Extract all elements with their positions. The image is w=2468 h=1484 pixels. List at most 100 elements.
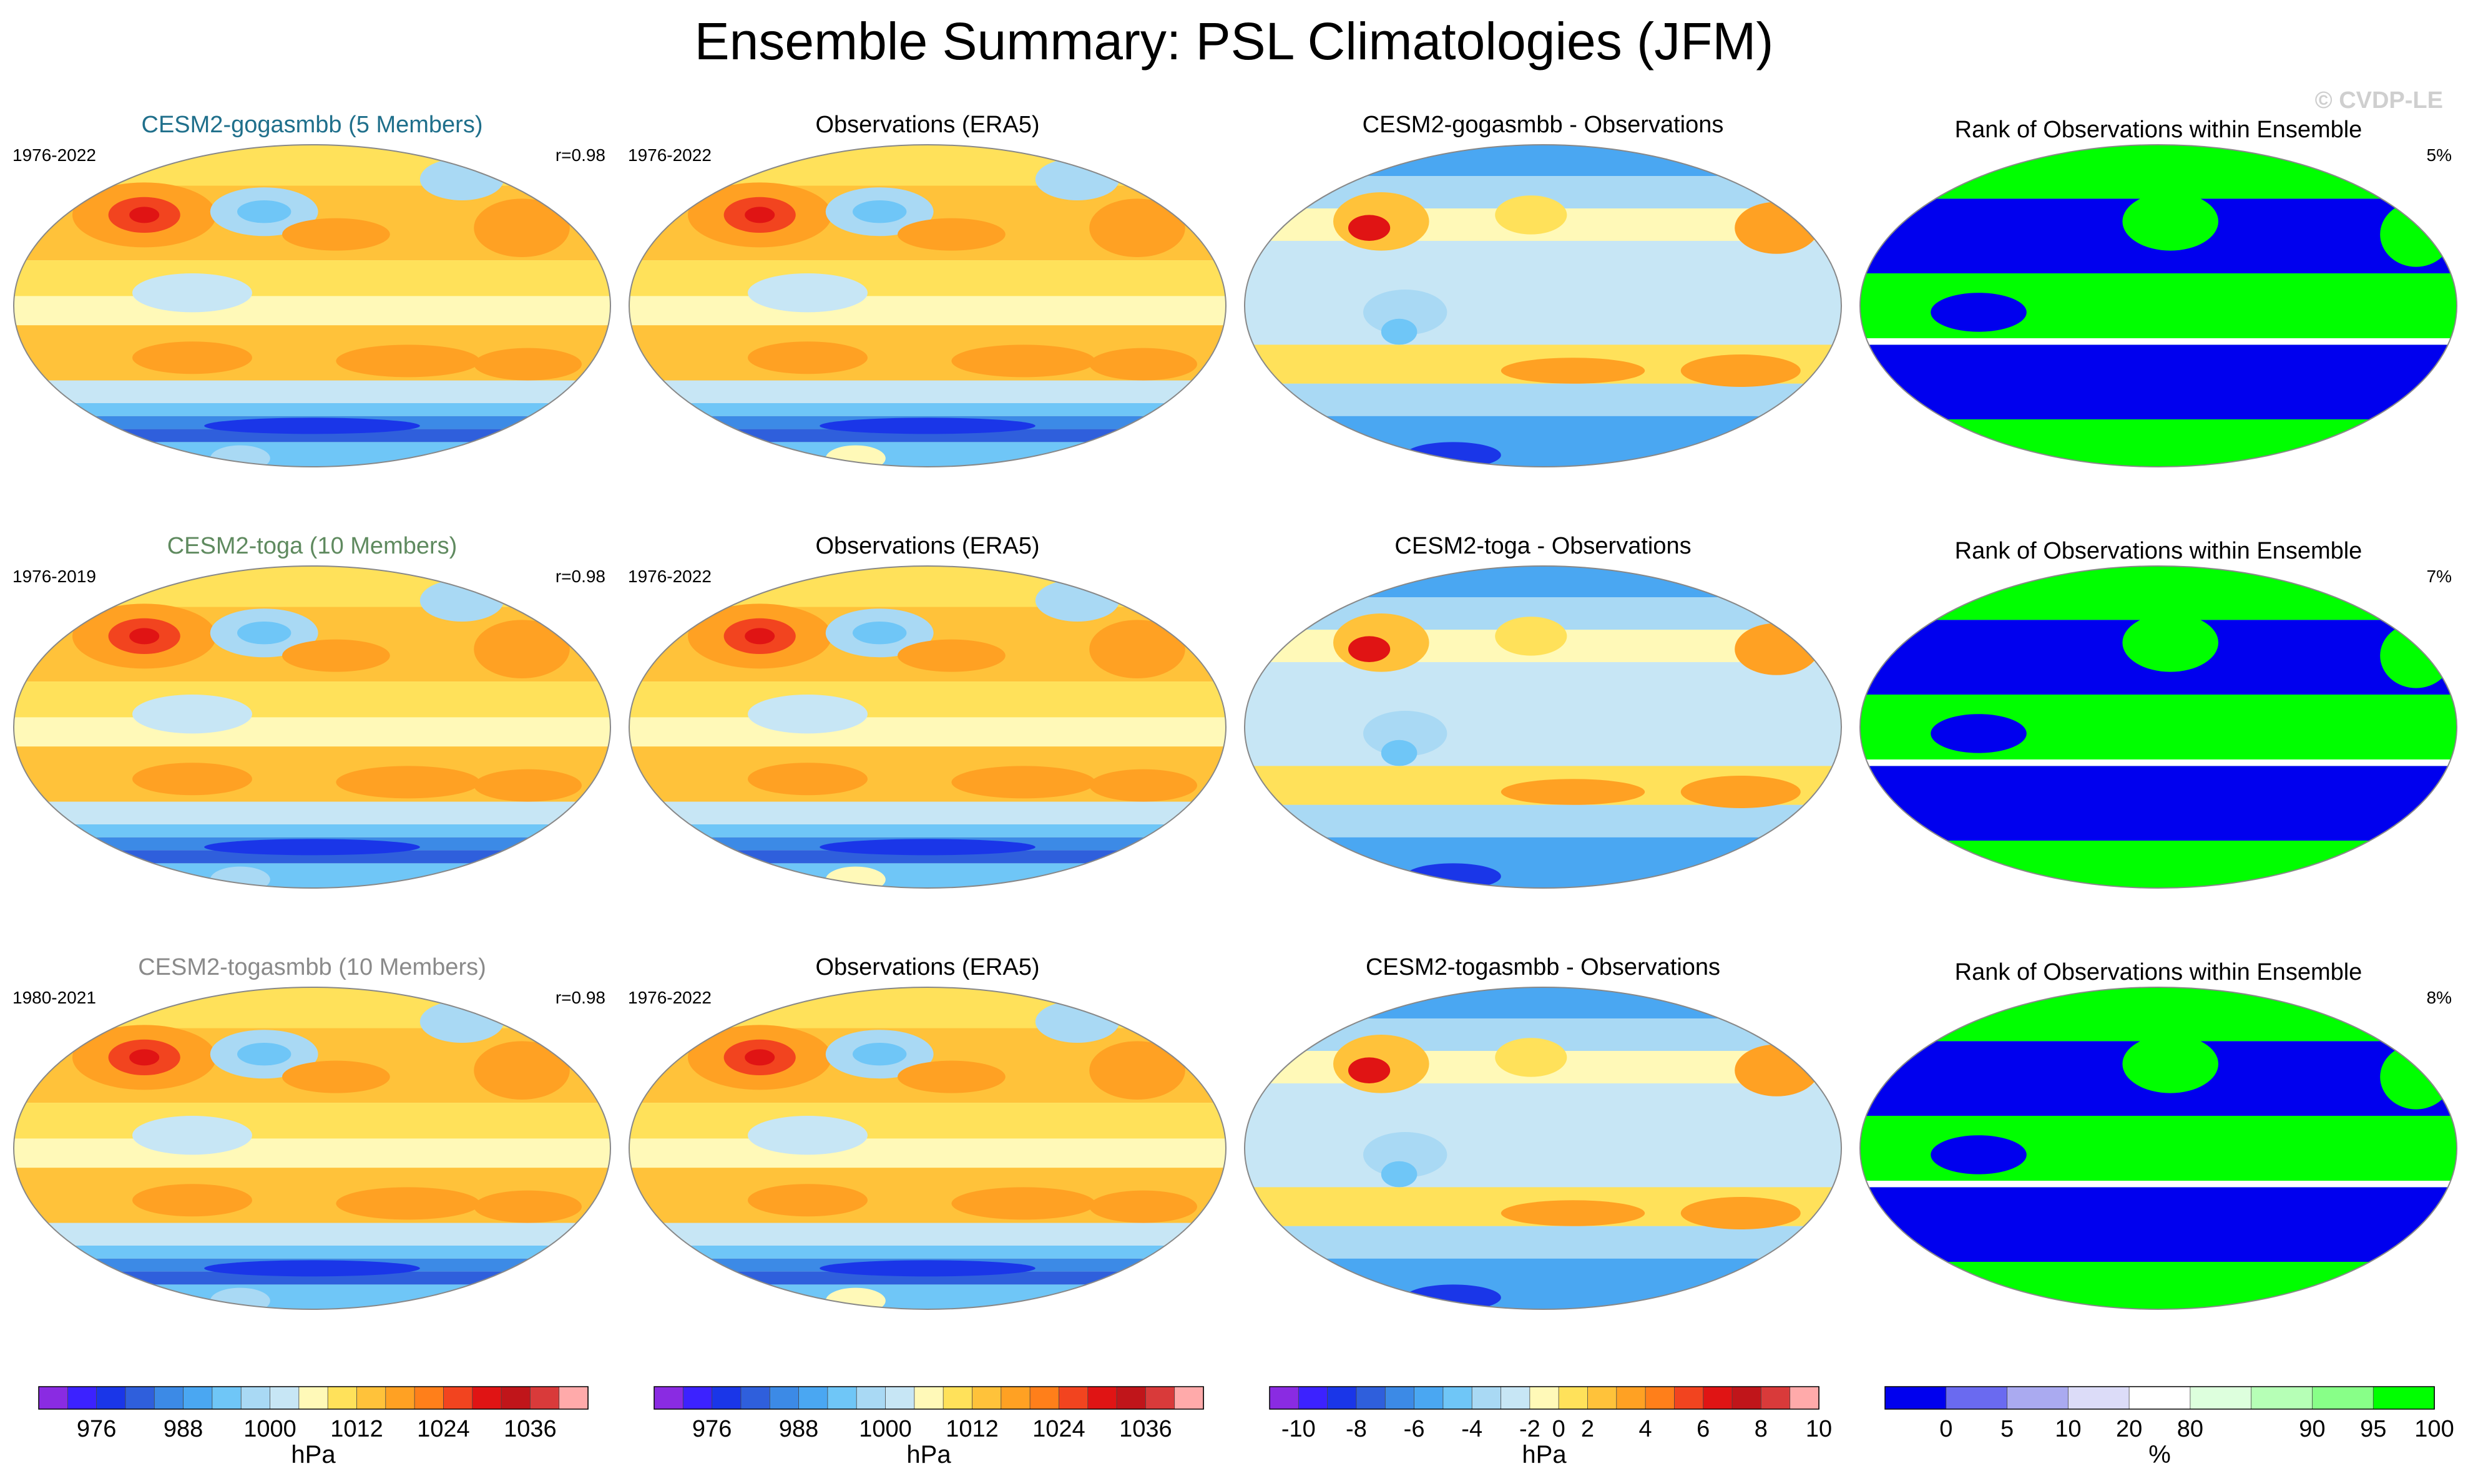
pacific-high [282, 1060, 390, 1093]
band-antarctic [14, 1284, 610, 1309]
colorbar-tick-label: 0 [1552, 1416, 1565, 1442]
south-atlantic-high [1089, 348, 1197, 381]
azores-high [1089, 198, 1185, 258]
colorbar-swatch [385, 1386, 416, 1410]
maritime-anomaly [1363, 711, 1447, 756]
panel-r1-obs: Observations (ERA5) 1976-2022 [628, 112, 1227, 467]
map-model [14, 145, 610, 467]
band-southern-ocean-3 [629, 1271, 1226, 1285]
rank-percent: 7% [2427, 567, 2452, 586]
panel-r3-obs: Observations (ERA5) 1976-2022 [628, 954, 1227, 1310]
colorbar-frame [654, 1386, 1204, 1410]
band-arctic [1245, 145, 1841, 176]
colorbar-swatch [769, 1386, 800, 1410]
south-atlantic-high [474, 348, 582, 381]
atlantic-anomaly [1735, 1044, 1819, 1096]
icelandic-low [419, 1000, 504, 1043]
icelandic-low [419, 158, 504, 200]
panel-title-model: CESM2-gogasmbb (5 Members) [142, 112, 483, 138]
map-outline [1244, 144, 1842, 467]
southern-low-core [204, 1260, 420, 1277]
blue-south [1860, 1187, 2457, 1262]
map-outline [629, 987, 1227, 1310]
colorbar-swatch [1790, 1386, 1819, 1410]
colorbar-swatch [298, 1386, 329, 1410]
south-atlantic-high [1089, 769, 1197, 802]
green-antarctic [1860, 419, 2457, 467]
colorbar-unit: % [2148, 1441, 2171, 1468]
blue-south [1860, 344, 2457, 419]
colorbar-swatch [2251, 1386, 2313, 1410]
band-antarctic [629, 1284, 1226, 1309]
panel-title-diff: CESM2-gogasmbb - Observations [1363, 112, 1724, 138]
band-subtropic-north [14, 681, 610, 718]
azores-high [474, 1041, 570, 1100]
colorbar-swatch [1174, 1386, 1204, 1410]
white-gap [1860, 1181, 2457, 1188]
band-southern-ocean-1 [14, 824, 610, 837]
map-outline [1859, 144, 2457, 467]
map-obs [629, 566, 1226, 888]
colorbar-tick-label: -4 [1461, 1416, 1482, 1442]
band-south-trans [629, 1223, 1226, 1246]
aleutian-low-core [237, 622, 291, 645]
band-subtropic-north [629, 1103, 1226, 1139]
colorbar-tick-label: 10 [2055, 1416, 2081, 1442]
indian-high [132, 341, 252, 374]
colorbar-swatch [1059, 1386, 1089, 1410]
rank-percent: 8% [2427, 988, 2452, 1007]
colorbar-swatch [2067, 1386, 2130, 1410]
colorbar-tick-label: 1012 [946, 1416, 999, 1442]
colorbar-swatch [740, 1386, 771, 1410]
green-arctic [1860, 987, 2457, 1042]
indian-high [132, 1184, 252, 1217]
colorbar-tick-label: 90 [2299, 1416, 2325, 1442]
south-pacific-high [336, 766, 480, 799]
colorbar-tick-label: -10 [1281, 1416, 1316, 1442]
rank-percent: 5% [2427, 145, 2452, 165]
colorbar-frame [38, 1386, 589, 1410]
colorbar-swatch [1501, 1386, 1530, 1410]
maritime-anomaly-core [1381, 740, 1418, 766]
siberian-high-peak [745, 207, 775, 223]
indian-high [132, 763, 252, 796]
colorbar-swatch [2128, 1386, 2191, 1410]
panel-years: 1976-2022 [628, 567, 712, 586]
pattern-correlation: r=0.98 [556, 567, 605, 586]
pattern-correlation: r=0.98 [556, 145, 605, 165]
band-antarctic [629, 442, 1226, 467]
maritime-anomaly-core [1381, 318, 1418, 345]
southern-low-core [820, 839, 1036, 856]
south-atlantic-high [474, 769, 582, 802]
maritime-anomaly [1363, 1132, 1447, 1178]
siberian-high-peak [745, 628, 775, 645]
colorbar-frame [1269, 1386, 1819, 1410]
colorbar-swatch [96, 1386, 126, 1410]
panel-r3-rank: Rank of Observations within Ensemble 8% [1859, 959, 2457, 1310]
siberian-high-peak [129, 207, 160, 223]
pattern-correlation: r=0.98 [556, 988, 605, 1007]
green-atlantic-tongue [2380, 1044, 2452, 1110]
map-diff [1245, 566, 1841, 888]
colorbar-swatch [212, 1386, 242, 1410]
colorbar-1: 976 988 1000 1012 1024 1036 hPa [38, 1386, 589, 1468]
southern-low-core [820, 417, 1036, 434]
aleutian-low-core [853, 200, 907, 223]
indian-high [748, 1184, 868, 1217]
colorbar-swatch [856, 1386, 886, 1410]
band-south-trans [14, 380, 610, 403]
panel-title-diff: CESM2-toga - Observations [1394, 533, 1691, 559]
panel-title-obs: Observations (ERA5) [815, 954, 1039, 980]
colorbar-swatch [1645, 1386, 1675, 1410]
map-obs [629, 987, 1226, 1309]
colorbar-swatch [472, 1386, 502, 1410]
icelandic-low [419, 579, 504, 622]
pacific-high [282, 218, 390, 251]
colorbar-tick-label: 10 [1806, 1416, 1832, 1442]
band-antarctic [14, 863, 610, 888]
colorbar-swatch [712, 1386, 742, 1410]
colorbar-swatch [1327, 1386, 1357, 1410]
band-southern-ocean-1 [629, 824, 1226, 837]
panel-title-diff: CESM2-togasmbb - Observations [1366, 954, 1720, 980]
colorbar-swatch [654, 1386, 684, 1410]
